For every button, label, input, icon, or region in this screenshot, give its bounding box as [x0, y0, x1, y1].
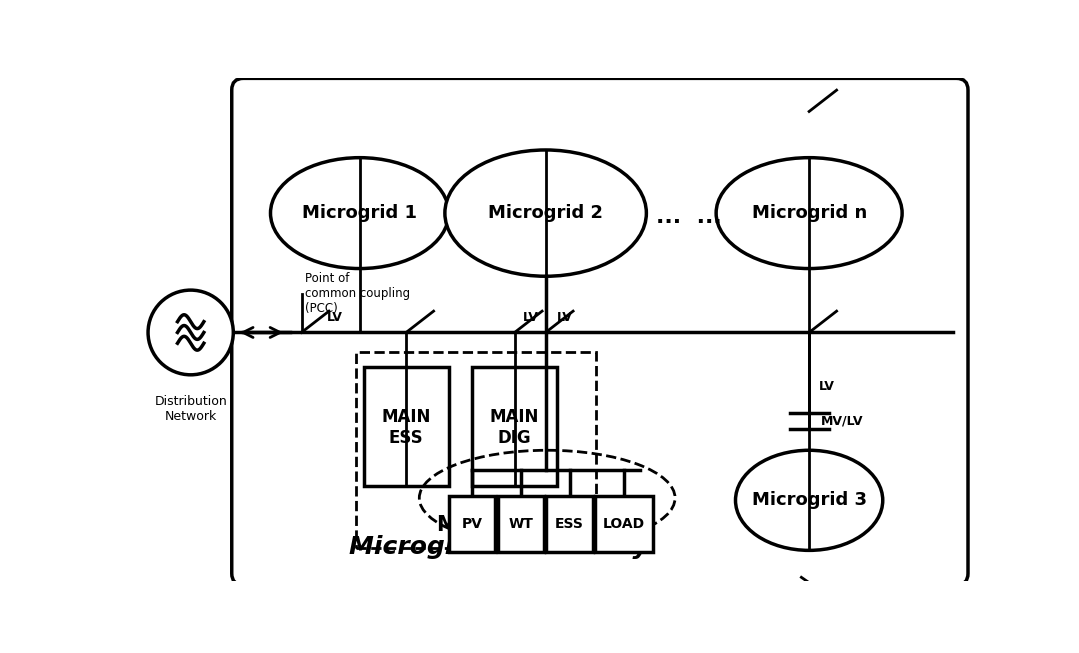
Text: ...  ...: ... ...: [656, 207, 722, 227]
Text: Distribution
Network: Distribution Network: [154, 396, 227, 423]
Bar: [472, 367, 557, 486]
Text: MAIN
ESS: MAIN ESS: [382, 407, 431, 447]
Text: LV: LV: [819, 380, 834, 393]
Bar: [497, 496, 544, 552]
Text: MV/LV: MV/LV: [821, 415, 863, 428]
Text: LV: LV: [522, 311, 538, 323]
Circle shape: [148, 290, 233, 375]
FancyBboxPatch shape: [232, 78, 968, 585]
Text: MCLDs: MCLDs: [436, 515, 516, 535]
Text: WT: WT: [508, 517, 533, 531]
Text: LOAD: LOAD: [603, 517, 645, 531]
Text: Microgrid community: Microgrid community: [350, 535, 648, 558]
Text: MAIN
DIG: MAIN DIG: [490, 407, 540, 447]
Bar: [546, 496, 592, 552]
Ellipse shape: [716, 157, 902, 268]
Text: LV: LV: [557, 311, 573, 323]
Text: ESS: ESS: [556, 517, 584, 531]
Text: PV: PV: [462, 517, 482, 531]
Text: Microgrid n: Microgrid n: [751, 204, 866, 222]
Ellipse shape: [445, 150, 646, 276]
Bar: [596, 496, 654, 552]
Text: Microgrid 1: Microgrid 1: [302, 204, 418, 222]
Text: Point of
common coupling
(PCC): Point of common coupling (PCC): [305, 272, 410, 315]
Text: Microgrid 3: Microgrid 3: [752, 491, 866, 509]
Text: Microgrid 2: Microgrid 2: [488, 204, 603, 222]
Text: LV: LV: [327, 311, 343, 323]
Bar: [356, 352, 596, 548]
Ellipse shape: [736, 451, 883, 550]
Bar: [449, 496, 495, 552]
Ellipse shape: [271, 157, 449, 268]
Bar: [364, 367, 449, 486]
